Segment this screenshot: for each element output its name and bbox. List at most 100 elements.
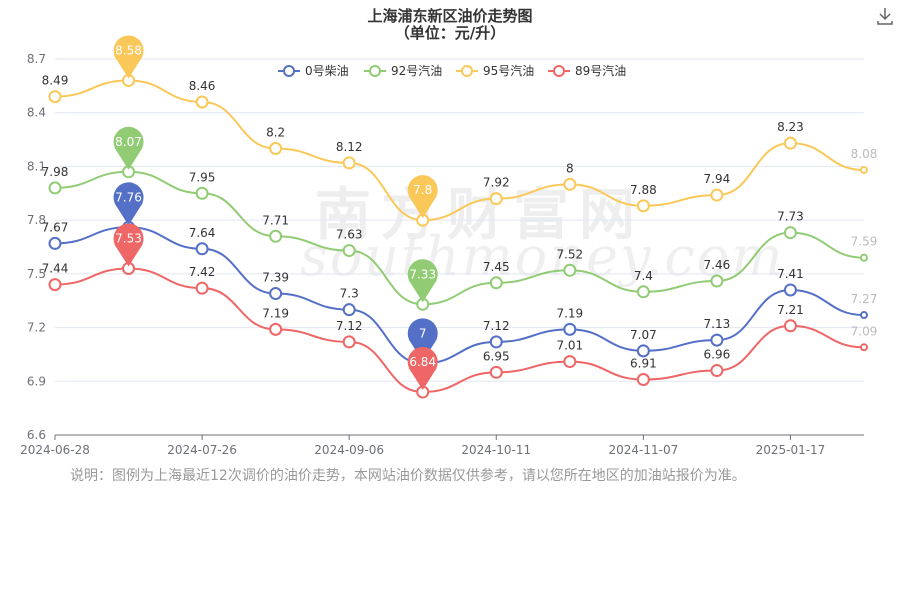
- data-label: 7.94: [704, 172, 731, 186]
- data-label: 8.12: [336, 140, 363, 154]
- data-point[interactable]: [269, 229, 283, 243]
- y-tick-label: 6.9: [27, 374, 46, 388]
- x-tick-label: 2024-09-06: [314, 443, 384, 457]
- pin-marker-label: 8.07: [115, 135, 142, 149]
- data-point[interactable]: [195, 281, 209, 295]
- pin-marker: [113, 35, 144, 66]
- data-point[interactable]: [783, 226, 797, 240]
- data-label: 8.08: [851, 147, 878, 161]
- data-point[interactable]: [636, 372, 650, 386]
- pin-marker-label: 6.84: [409, 355, 436, 369]
- pin-marker: [407, 259, 438, 290]
- data-label: 8: [566, 161, 574, 175]
- data-point[interactable]: [48, 181, 62, 195]
- data-point[interactable]: [563, 177, 577, 191]
- data-label: 7.98: [42, 165, 69, 179]
- data-point[interactable]: [563, 263, 577, 277]
- data-point[interactable]: [563, 355, 577, 369]
- data-label: 8.2: [266, 126, 285, 140]
- data-point[interactable]: [48, 278, 62, 292]
- data-label: 7.64: [189, 226, 216, 240]
- y-tick-label: 7.2: [27, 321, 46, 335]
- data-point[interactable]: [269, 287, 283, 301]
- pin-marker-label: 7.53: [115, 231, 142, 245]
- legend-label[interactable]: 95号汽油: [483, 63, 534, 78]
- data-point[interactable]: [860, 343, 868, 352]
- data-label: 7.88: [630, 183, 657, 197]
- chart-title: 上海浦东新区油价走势图: [367, 7, 533, 25]
- series-line: [54, 226, 865, 365]
- data-point[interactable]: [783, 283, 797, 297]
- data-label: 8.46: [189, 79, 216, 93]
- data-point[interactable]: [563, 322, 577, 336]
- pin-marker: [113, 182, 144, 213]
- data-point[interactable]: [48, 90, 62, 104]
- data-label: 6.96: [704, 348, 731, 362]
- x-tick-label: 2024-06-28: [20, 443, 90, 457]
- data-point[interactable]: [269, 142, 283, 156]
- data-point[interactable]: [710, 333, 724, 347]
- data-label: 7.46: [704, 258, 731, 272]
- data-point[interactable]: [195, 95, 209, 109]
- data-label: 7.59: [851, 235, 878, 249]
- chart-subtitle: （单位：元/升）: [394, 24, 506, 42]
- download-icon[interactable]: [876, 6, 894, 26]
- data-point[interactable]: [48, 236, 62, 250]
- data-point[interactable]: [860, 166, 868, 175]
- x-tick-label: 2024-11-07: [608, 443, 678, 457]
- data-point[interactable]: [342, 244, 356, 258]
- data-label: 7.07: [630, 328, 657, 342]
- data-label: 7.71: [262, 213, 289, 227]
- pin-marker: [113, 126, 144, 157]
- data-point[interactable]: [860, 311, 868, 320]
- data-point[interactable]: [489, 335, 503, 349]
- pin-marker-label: 7.8: [413, 183, 432, 197]
- legend-label[interactable]: 89号汽油: [575, 63, 626, 78]
- x-tick-label: 2024-07-26: [167, 443, 237, 457]
- data-point[interactable]: [710, 188, 724, 202]
- data-point[interactable]: [783, 319, 797, 333]
- data-label: 7.3: [340, 287, 359, 301]
- data-point[interactable]: [636, 285, 650, 299]
- data-point[interactable]: [489, 192, 503, 206]
- pin-marker-label: 7: [419, 326, 427, 340]
- data-label: 7.09: [851, 324, 878, 338]
- x-tick-label: 2024-10-11: [461, 443, 531, 457]
- watermark: 南方财富网: [315, 183, 645, 248]
- legend-label[interactable]: 0号柴油: [305, 64, 349, 78]
- x-tick-label: 2025-01-17: [756, 443, 826, 457]
- data-point[interactable]: [710, 364, 724, 378]
- legend-marker[interactable]: [553, 65, 565, 77]
- data-point[interactable]: [342, 156, 356, 170]
- data-label: 7.41: [777, 267, 804, 281]
- data-label: 7.42: [189, 265, 216, 279]
- data-label: 7.44: [42, 262, 69, 276]
- data-label: 7.27: [851, 292, 878, 306]
- data-point[interactable]: [342, 335, 356, 349]
- data-point[interactable]: [195, 242, 209, 256]
- data-point[interactable]: [636, 344, 650, 358]
- y-tick-label: 8.4: [27, 106, 46, 120]
- pin-marker: [407, 175, 438, 206]
- data-point[interactable]: [636, 199, 650, 213]
- y-tick-label: 7.8: [27, 213, 46, 227]
- data-point[interactable]: [489, 276, 503, 290]
- data-label: 7.92: [483, 176, 510, 190]
- data-label: 6.91: [630, 356, 657, 370]
- data-label: 7.39: [262, 271, 289, 285]
- data-point[interactable]: [489, 365, 503, 379]
- data-label: 8.23: [777, 120, 804, 134]
- legend-marker[interactable]: [461, 65, 473, 77]
- data-point[interactable]: [860, 253, 868, 262]
- data-point[interactable]: [342, 303, 356, 317]
- data-label: 7.67: [42, 220, 69, 234]
- data-point[interactable]: [195, 186, 209, 200]
- data-label: 7.12: [336, 319, 363, 333]
- legend-marker[interactable]: [283, 65, 295, 77]
- legend-marker[interactable]: [369, 65, 381, 77]
- data-point[interactable]: [269, 322, 283, 336]
- y-tick-label: 6.6: [27, 428, 46, 442]
- legend-label[interactable]: 92号汽油: [391, 63, 442, 78]
- data-point[interactable]: [783, 136, 797, 150]
- data-point[interactable]: [710, 274, 724, 288]
